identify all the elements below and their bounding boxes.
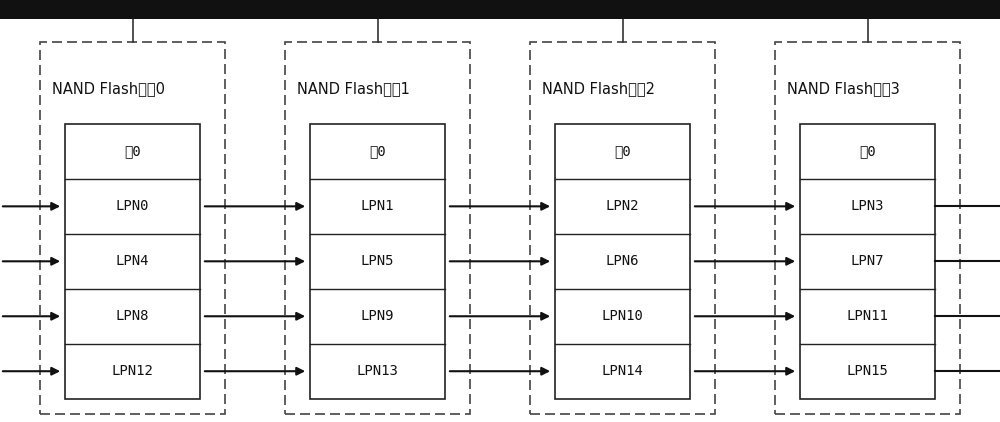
Text: LPN12: LPN12 xyxy=(112,364,153,378)
Text: 块0: 块0 xyxy=(369,144,386,158)
Text: NAND Flash芯片2: NAND Flash芯片2 xyxy=(542,81,655,96)
Text: LPN5: LPN5 xyxy=(361,254,394,268)
Bar xyxy=(285,42,470,414)
Text: LPN7: LPN7 xyxy=(851,254,884,268)
Text: LPN6: LPN6 xyxy=(606,254,639,268)
Text: LPN15: LPN15 xyxy=(847,364,888,378)
Text: LPN9: LPN9 xyxy=(361,309,394,323)
Text: LPN1: LPN1 xyxy=(361,199,394,214)
Bar xyxy=(775,42,960,414)
Text: NAND Flash芯片1: NAND Flash芯片1 xyxy=(297,81,410,96)
Bar xyxy=(65,124,200,399)
Bar xyxy=(0,0,1000,19)
Text: 块0: 块0 xyxy=(859,144,876,158)
Text: LPN4: LPN4 xyxy=(116,254,149,268)
Text: LPN8: LPN8 xyxy=(116,309,149,323)
Text: LPN14: LPN14 xyxy=(602,364,643,378)
Text: 块0: 块0 xyxy=(124,144,141,158)
Text: 块0: 块0 xyxy=(614,144,631,158)
Text: LPN10: LPN10 xyxy=(602,309,643,323)
Text: LPN0: LPN0 xyxy=(116,199,149,214)
Bar xyxy=(310,124,445,399)
Bar xyxy=(555,124,690,399)
Text: LPN11: LPN11 xyxy=(847,309,888,323)
Text: LPN13: LPN13 xyxy=(357,364,398,378)
Bar xyxy=(40,42,225,414)
Text: NAND Flash芯片0: NAND Flash芯片0 xyxy=(52,81,165,96)
Text: LPN3: LPN3 xyxy=(851,199,884,214)
Bar xyxy=(530,42,715,414)
Bar xyxy=(800,124,935,399)
Text: NAND Flash芯片3: NAND Flash芯片3 xyxy=(787,81,900,96)
Text: LPN2: LPN2 xyxy=(606,199,639,214)
